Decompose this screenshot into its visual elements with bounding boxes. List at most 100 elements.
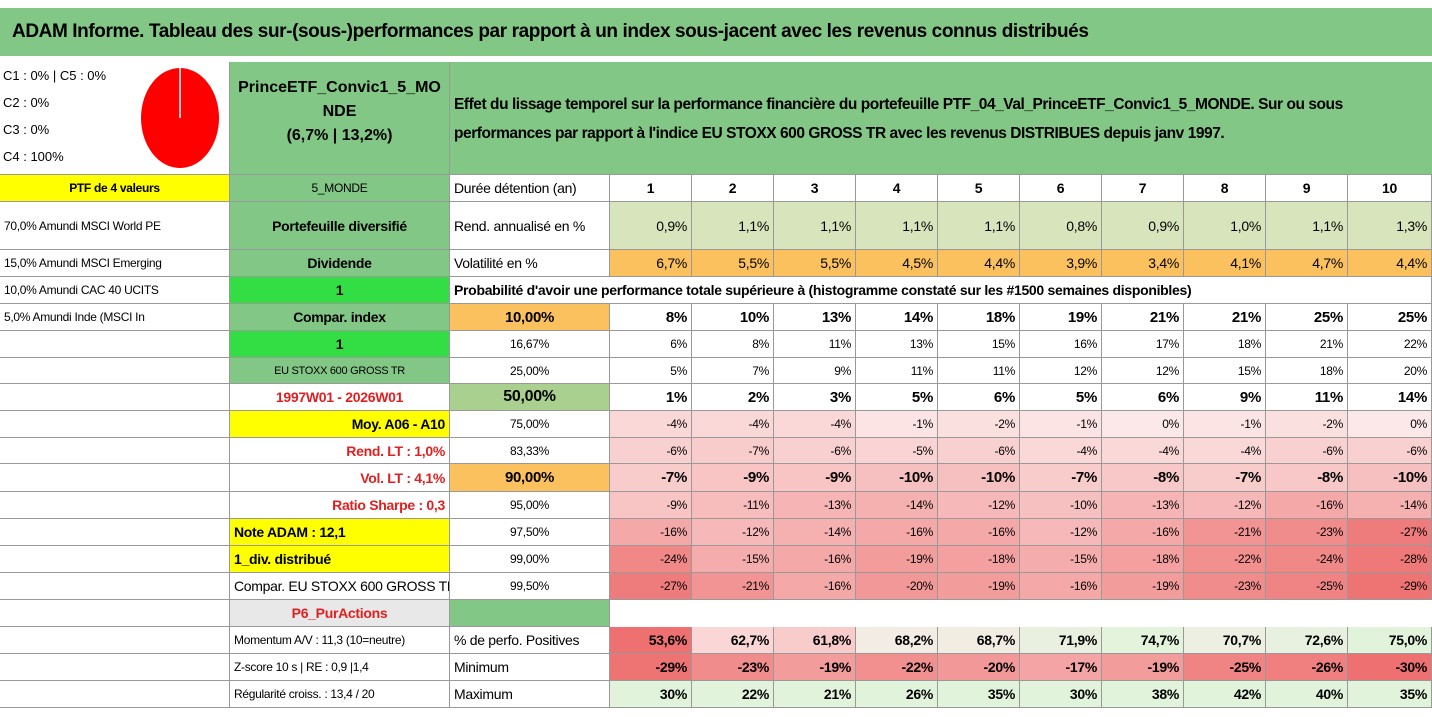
quantile-value: -1% (856, 411, 938, 438)
quantile-value: 21% (1184, 304, 1266, 331)
summary-value: 30% (610, 681, 692, 708)
quantile-value: -11% (692, 492, 774, 519)
quantile-value: 12% (1020, 358, 1102, 384)
period: 5 (938, 175, 1020, 202)
summary-value: 70,7% (1184, 627, 1266, 654)
value: 1,1% (692, 202, 774, 250)
quantile-value: -23% (1266, 519, 1348, 546)
quantile-value: -4% (1102, 438, 1184, 464)
quantile-value: 11% (856, 358, 938, 384)
quantile-value: -13% (1102, 492, 1184, 519)
row-label (0, 681, 230, 708)
quantile-value: -7% (1020, 464, 1102, 492)
quantile-value: 5% (856, 384, 938, 411)
summary-value: -23% (692, 654, 774, 681)
quantile-value: -13% (774, 492, 856, 519)
quantile-value: 18% (1184, 331, 1266, 358)
quantile-level: 10,00% (450, 304, 610, 331)
quantile-value: -27% (610, 573, 692, 600)
parameter: Momentum A/V : 11,3 (10=neutre) (230, 627, 450, 654)
quantile-value: 13% (774, 304, 856, 331)
row-label (0, 411, 230, 438)
summary-value: 22% (692, 681, 774, 708)
quantile-value: -10% (1020, 492, 1102, 519)
quantile-value: -12% (1184, 492, 1266, 519)
quantile-value: -9% (774, 464, 856, 492)
quantile-value: -7% (1184, 464, 1266, 492)
quantile-value: -15% (1020, 546, 1102, 573)
parameter: Moy. A06 - A10 (230, 411, 450, 438)
quantile-level: 75,00% (450, 411, 610, 438)
value: 1,1% (856, 202, 938, 250)
parameter: 1997W01 - 2026W01 (230, 384, 450, 411)
summary-value: -22% (856, 654, 938, 681)
row-label: Maximum (450, 681, 610, 708)
summary-value: -26% (1266, 654, 1348, 681)
period: 2 (692, 175, 774, 202)
quantile-level: 97,50% (450, 519, 610, 546)
quantile-value: -1% (1184, 411, 1266, 438)
value: 1,1% (1266, 202, 1348, 250)
quantile-value: -4% (1020, 438, 1102, 464)
empty (450, 600, 610, 627)
value: 6,7% (610, 250, 692, 277)
parameter: Compar. EU STOXX 600 GROSS TR (230, 573, 450, 600)
summary-value: -29% (610, 654, 692, 681)
period: 1 (610, 175, 692, 202)
quantile-value: 5% (610, 358, 692, 384)
quantile-value: 21% (1266, 331, 1348, 358)
summary-value: 21% (774, 681, 856, 708)
quantile-value: -9% (692, 464, 774, 492)
portfolio-stats: (6,7% | 13,2%) (286, 127, 393, 144)
value: 4,5% (856, 250, 938, 277)
parameter: Vol. LT : 4,1% (230, 464, 450, 492)
period: 9 (1266, 175, 1348, 202)
summary-value: -20% (938, 654, 1020, 681)
note: Probabilité d'avoir une performance tota… (450, 277, 1432, 304)
quantile-value: -27% (1348, 519, 1432, 546)
quantile-value: 19% (1020, 304, 1102, 331)
quantile-value: -7% (692, 438, 774, 464)
value: 5,5% (692, 250, 774, 277)
quantile-value: -16% (774, 546, 856, 573)
quantile-value: -22% (1184, 546, 1266, 573)
row-label: 5,0% Amundi Inde (MSCI In (0, 304, 230, 331)
quantile-value: -4% (692, 411, 774, 438)
row-label: Rend. annualisé en % (450, 202, 610, 250)
allocation-line: C2 : 0% (3, 95, 50, 110)
quantile-value: -14% (856, 492, 938, 519)
summary-value: 30% (1020, 681, 1102, 708)
quantile-value: 8% (610, 304, 692, 331)
header-label: Durée détention (an) (450, 175, 610, 202)
quantile-value: -16% (1266, 492, 1348, 519)
summary-value: 38% (1102, 681, 1184, 708)
quantile-value: -2% (1266, 411, 1348, 438)
quantile-value: -12% (938, 492, 1020, 519)
quantile-value: -16% (856, 519, 938, 546)
quantile-value: -16% (774, 573, 856, 600)
quantile-value: 5% (1020, 384, 1102, 411)
quantile-level: 95,00% (450, 492, 610, 519)
quantile-value: 15% (1184, 358, 1266, 384)
row-label (0, 464, 230, 492)
summary-value: 68,2% (856, 627, 938, 654)
row-label: 15,0% Amundi MSCI Emerging (0, 250, 230, 277)
row-label: PTF de 4 valeurs (0, 175, 230, 202)
quantile-value: 6% (1102, 384, 1184, 411)
quantile-value: -8% (1266, 464, 1348, 492)
quantile-value: 3% (774, 384, 856, 411)
quantile-value: 11% (938, 358, 1020, 384)
allocation-line: C4 : 100% (3, 149, 64, 164)
quantile-value: 9% (774, 358, 856, 384)
quantile-value: -24% (610, 546, 692, 573)
value: 3,4% (1102, 250, 1184, 277)
quantile-value: 18% (938, 304, 1020, 331)
quantile-value: -18% (938, 546, 1020, 573)
quantile-value: 11% (1266, 384, 1348, 411)
quantile-value: -29% (1348, 573, 1432, 600)
parameter: Ratio Sharpe : 0,3 (230, 492, 450, 519)
summary-value: 35% (938, 681, 1020, 708)
summary-value: 35% (1348, 681, 1432, 708)
quantile-value: 12% (1102, 358, 1184, 384)
